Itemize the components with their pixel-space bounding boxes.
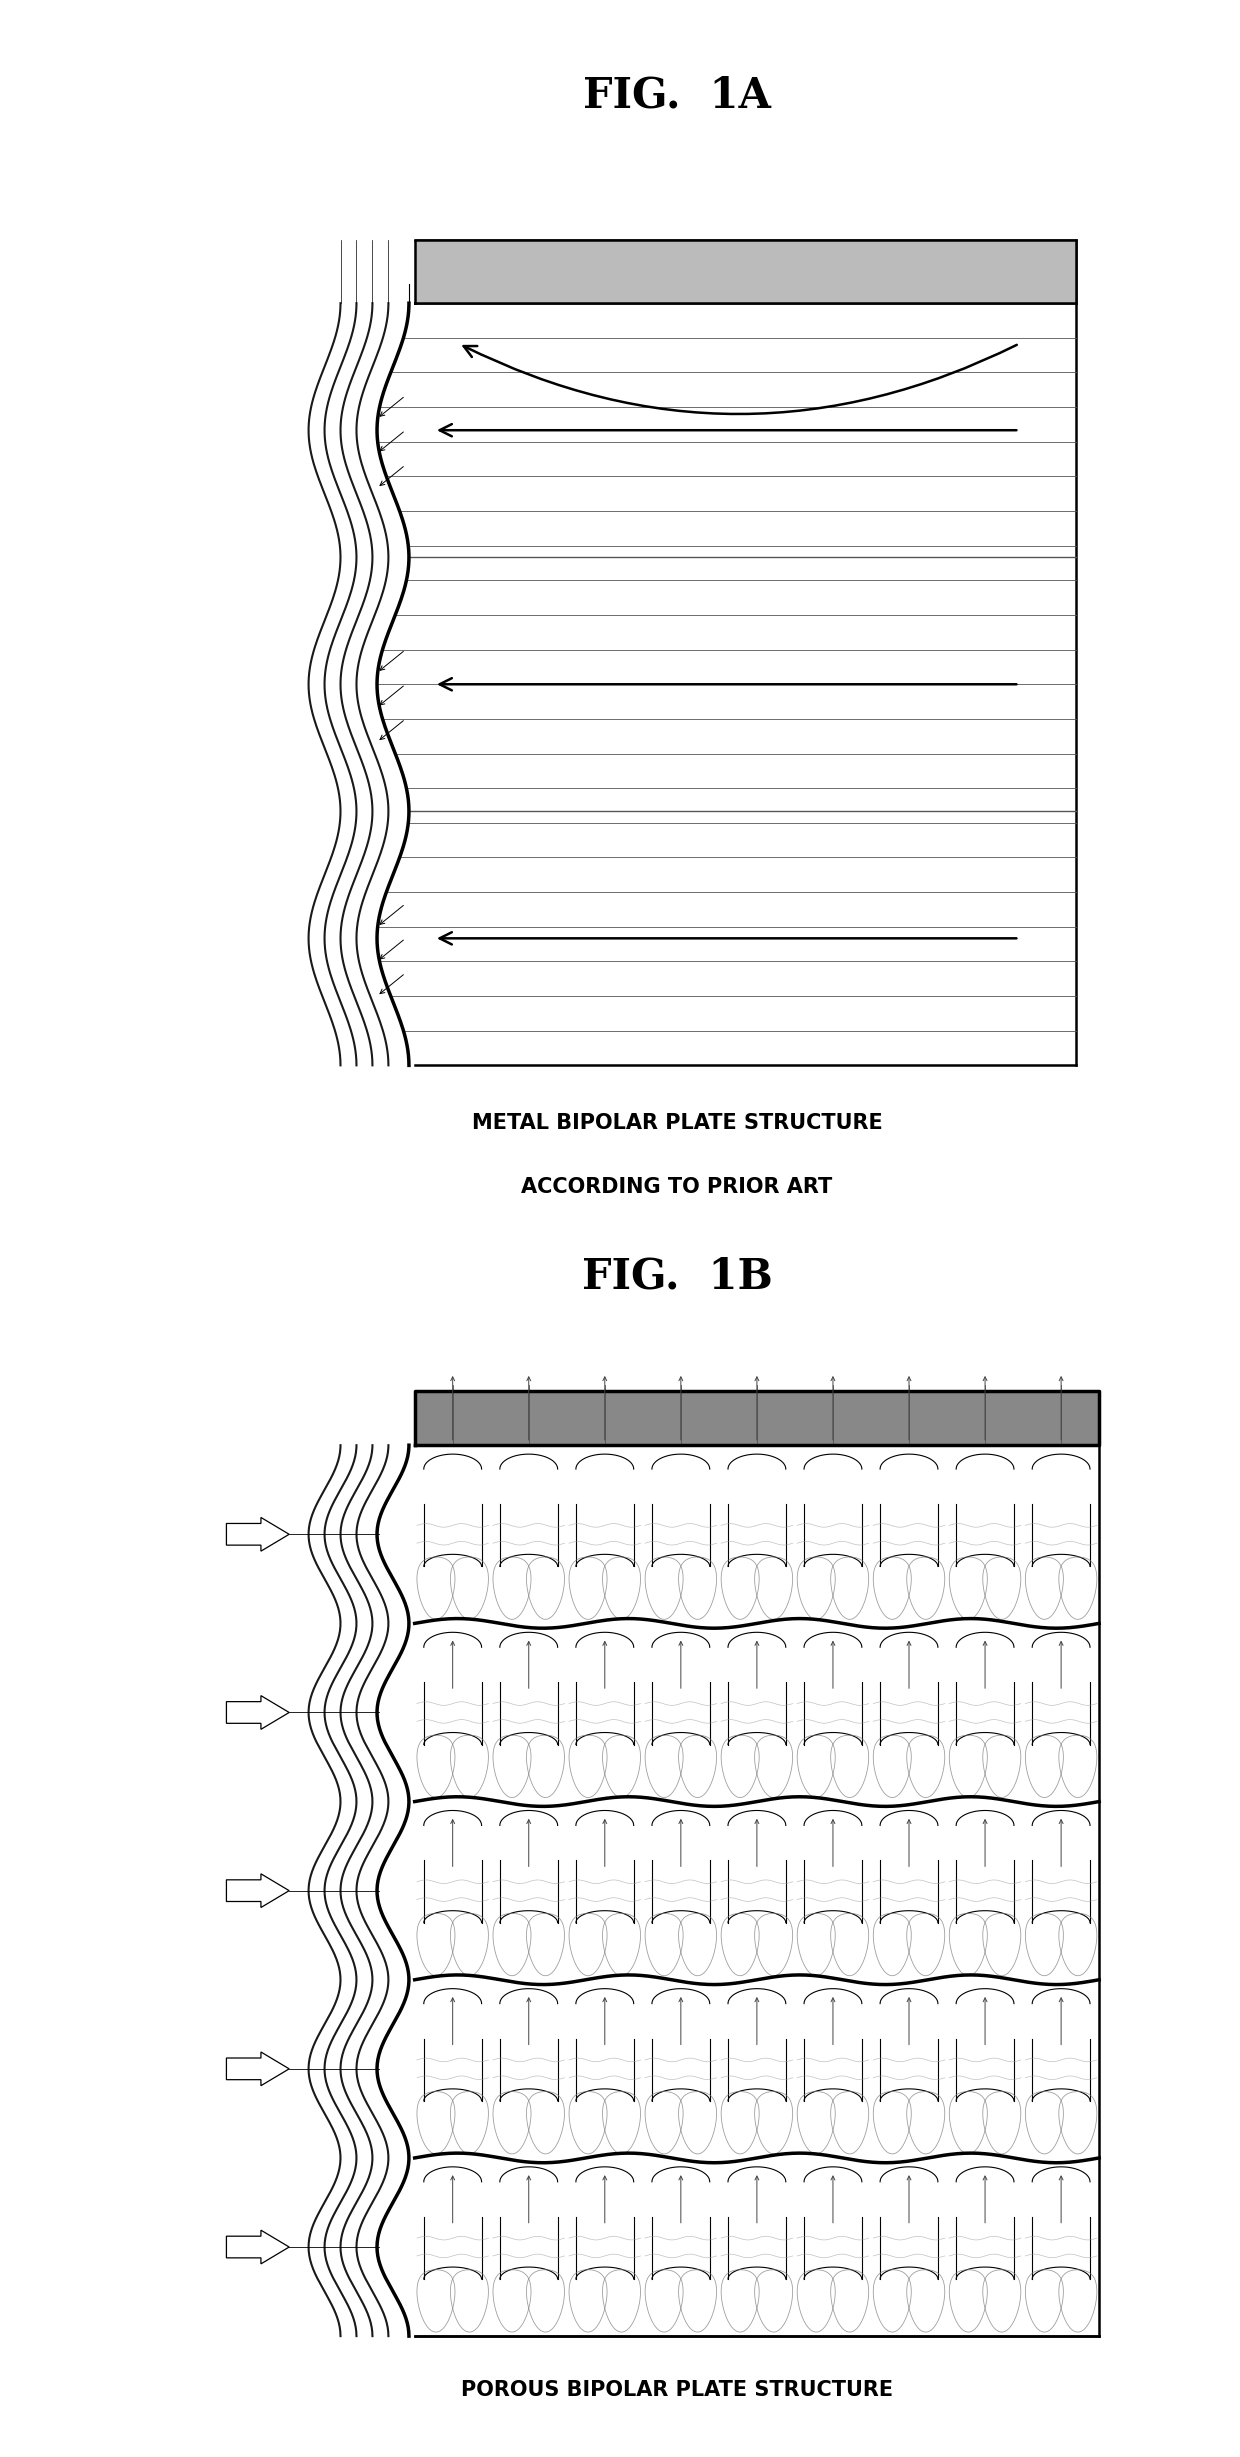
Text: ACCORDING TO PRIOR ART: ACCORDING TO PRIOR ART	[521, 1177, 833, 1197]
Polygon shape	[414, 1391, 1099, 1445]
Text: FIG.  1B: FIG. 1B	[582, 1256, 773, 1297]
Text: METAL BIPOLAR PLATE STRUCTURE: METAL BIPOLAR PLATE STRUCTURE	[471, 1113, 883, 1133]
Polygon shape	[414, 241, 1076, 302]
Text: FIG.  1A: FIG. 1A	[583, 74, 771, 115]
Text: POROUS BIPOLAR PLATE STRUCTURE: POROUS BIPOLAR PLATE STRUCTURE	[461, 2381, 893, 2400]
